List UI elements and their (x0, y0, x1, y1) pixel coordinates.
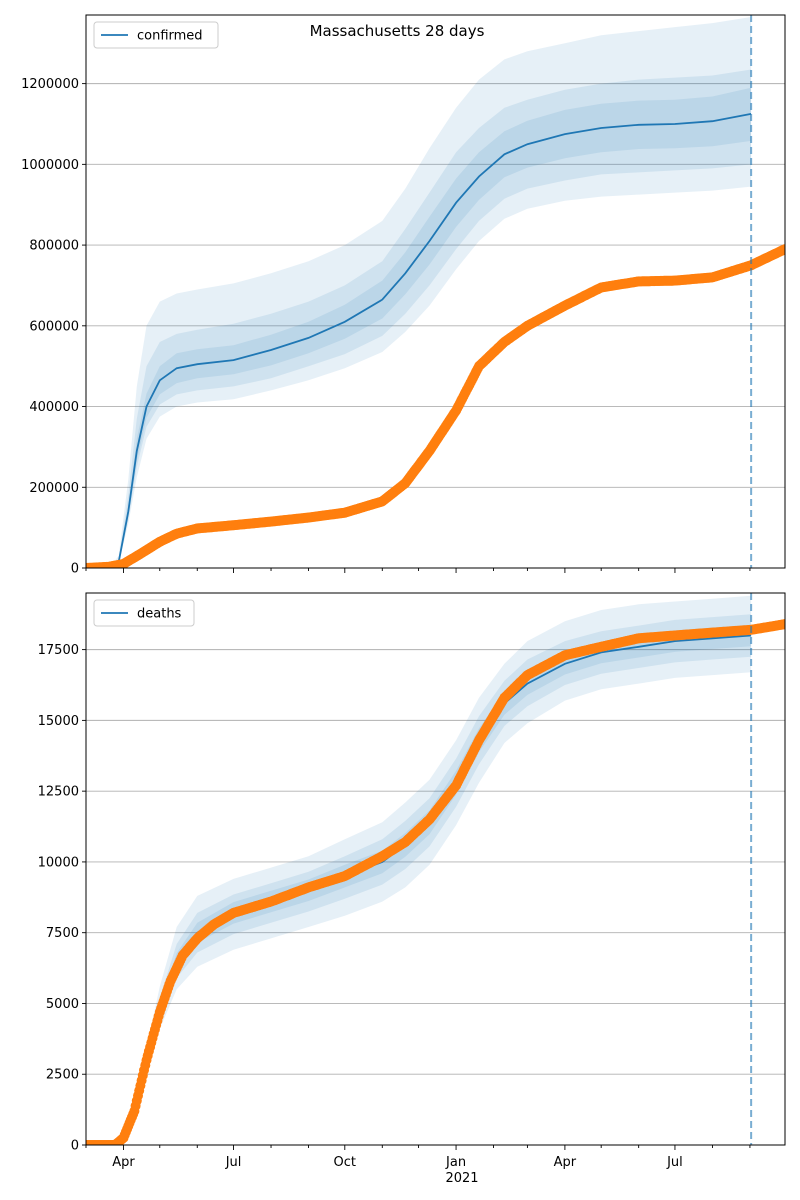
y-tick-label: 17500 (38, 643, 79, 658)
x-tick-label: Jul (666, 1155, 683, 1170)
deaths-plot: 0 2500 5000 7500 10000 12500 15000 17500 Apr Jul O… (38, 592, 786, 1170)
legend-box (93, 599, 195, 627)
x-tick-label: Apr (554, 1155, 577, 1170)
y-tick-label: 1200000 (21, 77, 79, 92)
uncertainty-band-3 (86, 87, 752, 568)
y-tick-label: 7500 (46, 926, 79, 941)
x-tick-label: Jan (445, 1155, 466, 1170)
confirmed-plot: 0 200000 400000 600000 800000 1000000 1200000 c… (21, 14, 786, 577)
y-tick-label: 12500 (38, 785, 79, 800)
axes-frame (85, 592, 786, 1146)
x-axis-year-label: 2021 (445, 1171, 478, 1186)
x-tick-label: Apr (112, 1155, 135, 1170)
y-tick-label: 2500 (46, 1068, 79, 1083)
y-tick-label: 200000 (29, 481, 79, 496)
axes-frame (85, 14, 786, 569)
uncertainty-band-1 (86, 17, 752, 568)
y-tick-label: 0 (71, 1139, 79, 1154)
y-tick-label: 800000 (29, 239, 79, 254)
legend-label: deaths (137, 607, 182, 622)
uncertainty-band-1 (86, 595, 752, 1145)
y-tick-label: 15000 (38, 714, 79, 729)
observed-series (86, 619, 785, 1145)
observed-point (780, 619, 785, 630)
y-tick-label: 10000 (38, 855, 79, 870)
legend-box (93, 21, 219, 49)
y-tick-label: 0 (71, 562, 79, 577)
observed-series (86, 244, 785, 568)
model-line (86, 113, 752, 568)
y-tick-label: 600000 (29, 319, 79, 334)
legend-label: confirmed (137, 29, 203, 44)
legend: confirmed (93, 21, 219, 49)
x-tick-label: Oct (334, 1155, 356, 1170)
y-tick-label: 400000 (29, 400, 79, 415)
observed-point (780, 244, 785, 255)
x-tick-label: Jul (225, 1155, 242, 1170)
uncertainty-band-2 (86, 69, 752, 568)
y-tick-label: 1000000 (21, 158, 79, 173)
y-tick-label: 5000 (46, 997, 79, 1012)
legend: deaths (93, 599, 195, 627)
figure-title: Massachusetts 28 days (310, 22, 485, 40)
